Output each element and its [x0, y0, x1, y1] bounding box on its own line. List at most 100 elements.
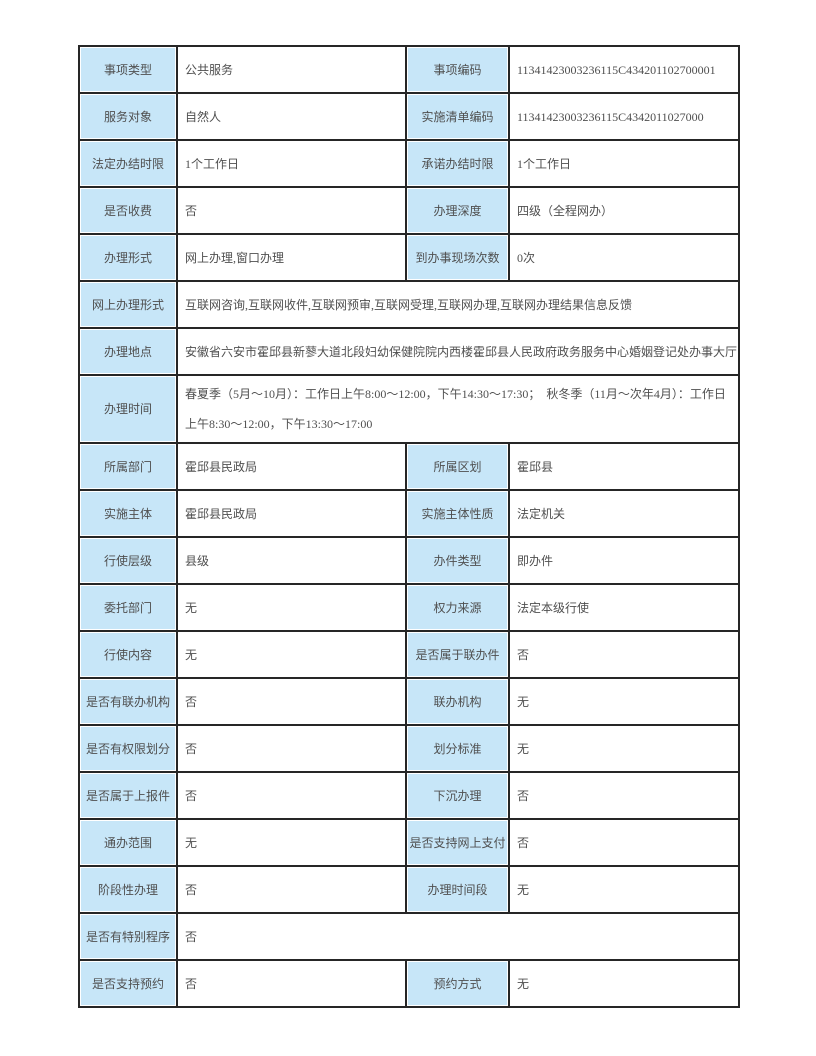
field-value: 0次 [508, 233, 740, 282]
field-value: 否 [176, 677, 407, 726]
field-label [78, 1006, 178, 1008]
table-row: 是否支持预约否预约方式无 [78, 959, 740, 1008]
field-value: 否 [508, 818, 740, 867]
field-label: 到办事现场次数 [405, 233, 510, 282]
table-row: 服务对象 自然人 实施清单编码 11341423003236115C434201102… [78, 92, 740, 141]
field-label: 是否有特别程序 [78, 912, 178, 961]
field-label: 办理形式 [78, 233, 178, 282]
table-row: 实施主体 霍邱县民政局 实施主体性质 法定机关 [78, 489, 740, 538]
table-row: 办理形式 网上办理,窗口办理 到办事现场次数 0次 [78, 233, 740, 282]
table-row: 所属部门 霍邱县民政局 所属区划 霍邱县 [78, 442, 740, 491]
field-value: 否 [176, 865, 407, 914]
table-row: 阶段性办理否办理时间段无 [78, 865, 740, 914]
field-value: 霍邱县 [508, 442, 740, 491]
field-label: 实施主体 [78, 489, 178, 538]
field-value: 即办件 [508, 536, 740, 585]
field-label: 是否支持网上支付 [405, 818, 510, 867]
table-row: 是否有特别程序否 [78, 912, 740, 961]
service-detail-table-container: 事项类型 公共服务 事项编码 11341423003236115C4342011027… [78, 45, 740, 1008]
field-label: 网上办理形式 [78, 280, 178, 329]
field-label: 实施清单编码 [405, 92, 510, 141]
field-label: 事项编码 [405, 45, 510, 94]
field-value: 无 [508, 865, 740, 914]
field-value: 11341423003236115C4342011027000 [508, 92, 740, 141]
table-row: 办理地点 安徽省六安市霍邱县新蓼大道北段妇幼保健院院内西楼霍邱县人民政府政务服务中… [78, 327, 740, 376]
field-value: 四级（全程网办） [508, 186, 740, 235]
field-value: 春夏季（5月～10月）：工作日上午8:00～12:00，下午14:30～17:3… [176, 374, 740, 444]
field-label: 权力来源 [405, 583, 510, 632]
field-label: 通办范围 [78, 818, 178, 867]
field-value: 公共服务 [176, 45, 407, 94]
field-value [508, 1006, 740, 1008]
field-label: 行使内容 [78, 630, 178, 679]
field-value: 否 [176, 724, 407, 773]
field-label: 服务对象 [78, 92, 178, 141]
table-row: 办理时间 春夏季（5月～10月）：工作日上午8:00～12:00，下午14:30～… [78, 374, 740, 444]
table-row: 行使层级 县级 办件类型 即办件 [78, 536, 740, 585]
field-value: 否 [176, 912, 740, 961]
field-label: 是否支持预约 [78, 959, 178, 1008]
field-label: 是否有联办机构 [78, 677, 178, 726]
table-row: 法定办结时限 1个工作日 承诺办结时限 1个工作日 [78, 139, 740, 188]
field-value: 无 [176, 630, 407, 679]
field-value: 霍邱县民政局 [176, 489, 407, 538]
field-label: 所属区划 [405, 442, 510, 491]
table-row: 事项类型 公共服务 事项编码 11341423003236115C4342011027… [78, 45, 740, 94]
table-row: 网上办理形式 互联网咨询,互联网收件,互联网预审,互联网受理,互联网办理,互联网办… [78, 280, 740, 329]
field-value: 否 [176, 186, 407, 235]
field-value: 否 [508, 771, 740, 820]
field-value: 11341423003236115C434201102700001 [508, 45, 740, 94]
field-value: 无 [176, 583, 407, 632]
field-value: 无 [508, 959, 740, 1008]
field-label: 办理时间 [78, 374, 178, 444]
field-value: 无 [508, 677, 740, 726]
field-label [405, 1006, 510, 1008]
field-label: 实施主体性质 [405, 489, 510, 538]
field-label: 事项类型 [78, 45, 178, 94]
field-value [176, 1006, 407, 1008]
table-row: 是否属于上报件否下沉办理否 [78, 771, 740, 820]
field-value: 1个工作日 [176, 139, 407, 188]
field-value: 法定本级行使 [508, 583, 740, 632]
table-row: 是否收费否办理深度 四级（全程网办） [78, 186, 740, 235]
field-value: 否 [508, 630, 740, 679]
field-label: 联办机构 [405, 677, 510, 726]
table-row: 是否有联办机构否联办机构无 [78, 677, 740, 726]
field-label: 法定办结时限 [78, 139, 178, 188]
table-row: 是否有权限划分否划分标准无 [78, 724, 740, 773]
field-label: 委托部门 [78, 583, 178, 632]
field-value: 霍邱县民政局 [176, 442, 407, 491]
field-value: 法定机关 [508, 489, 740, 538]
field-label: 阶段性办理 [78, 865, 178, 914]
field-value: 无 [176, 818, 407, 867]
table-row: 委托部门无权力来源 法定本级行使 [78, 583, 740, 632]
field-value: 县级 [176, 536, 407, 585]
field-value: 网上办理,窗口办理 [176, 233, 407, 282]
service-detail-table: 事项类型 公共服务 事项编码 11341423003236115C4342011027… [78, 45, 740, 1008]
field-label: 是否属于联办件 [405, 630, 510, 679]
field-label: 是否有权限划分 [78, 724, 178, 773]
field-value: 否 [176, 771, 407, 820]
field-label: 是否收费 [78, 186, 178, 235]
field-label: 是否属于上报件 [78, 771, 178, 820]
field-value: 自然人 [176, 92, 407, 141]
field-label: 划分标准 [405, 724, 510, 773]
field-label: 办理深度 [405, 186, 510, 235]
field-value: 安徽省六安市霍邱县新蓼大道北段妇幼保健院院内西楼霍邱县人民政府政务服务中心婚姻登… [176, 327, 740, 376]
field-label: 所属部门 [78, 442, 178, 491]
field-value: 否 [176, 959, 407, 1008]
field-value: 无 [508, 724, 740, 773]
field-label: 行使层级 [78, 536, 178, 585]
table-row: 行使内容无是否属于联办件否 [78, 630, 740, 679]
table-row: 通办范围无是否支持网上支付否 [78, 818, 740, 867]
field-value: 互联网咨询,互联网收件,互联网预审,互联网受理,互联网办理,互联网办理结果信息反… [176, 280, 740, 329]
field-label: 承诺办结时限 [405, 139, 510, 188]
field-label: 办理地点 [78, 327, 178, 376]
field-label: 办理时间段 [405, 865, 510, 914]
field-value: 1个工作日 [508, 139, 740, 188]
field-label: 预约方式 [405, 959, 510, 1008]
table-row [78, 1006, 740, 1008]
field-label: 办件类型 [405, 536, 510, 585]
field-label: 下沉办理 [405, 771, 510, 820]
